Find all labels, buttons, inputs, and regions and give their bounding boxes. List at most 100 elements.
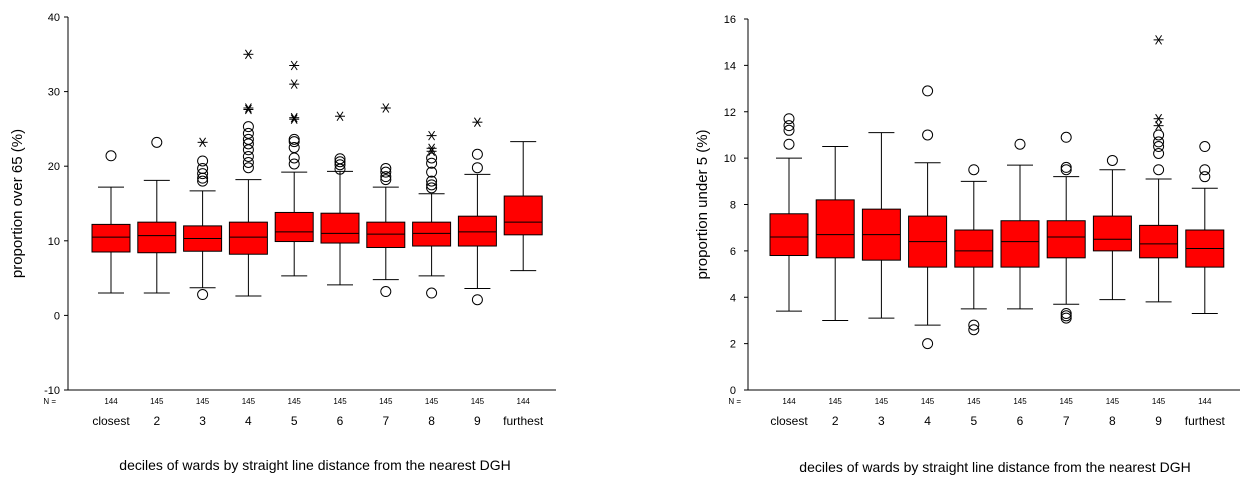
- box-closest: [91, 150, 131, 294]
- chart-panel-1: -10 0 10 20 30 40 proportion over 65 (%) N = 144…: [9, 12, 556, 473]
- extreme-stroke: [428, 130, 436, 141]
- outlier-point: [471, 294, 483, 306]
- n-label: N =: [728, 397, 741, 406]
- n-count: 145: [967, 397, 981, 406]
- extreme-point: [426, 143, 437, 154]
- x-tick-label: furthest: [1185, 414, 1226, 428]
- outlier-point: [426, 152, 438, 164]
- x-axis-label: deciles of wards by straight line distan…: [119, 457, 510, 473]
- outlier-point: [197, 168, 209, 180]
- extreme-point: [1153, 35, 1164, 45]
- box-iqr: [366, 221, 406, 249]
- extreme-point: [1153, 113, 1164, 124]
- box-iqr: [954, 229, 994, 268]
- outlier-point: [1199, 171, 1211, 183]
- outlier-point: [197, 162, 209, 174]
- x-tick-label: 3: [878, 414, 885, 428]
- box-iqr: [320, 212, 360, 244]
- outlier-point: [197, 155, 209, 167]
- y-tick-label: 8: [730, 200, 736, 212]
- n-count: 145: [1152, 397, 1166, 406]
- y-tick-label: 20: [48, 161, 60, 173]
- x-tick-label: furthest: [503, 414, 544, 428]
- chart-panel-2: 0 2 4 6 8 10 12 14 16 proportion under 5 (%) N = 14…: [694, 14, 1240, 475]
- y-tick-label: 16: [724, 14, 736, 26]
- box-iqr: [457, 215, 497, 247]
- box-2: [137, 136, 177, 294]
- extreme-point: [197, 137, 208, 148]
- outlier-point: [1153, 147, 1165, 159]
- box-iqr: [1139, 224, 1179, 259]
- y-axis-label: proportion over 65 (%): [9, 129, 26, 278]
- extreme-stroke: [290, 79, 298, 89]
- x-tick-label: 7: [382, 414, 389, 428]
- x-tick-label: 3: [199, 414, 206, 428]
- outlier-point: [1060, 131, 1072, 143]
- box-iqr: [91, 223, 131, 253]
- extreme-point: [380, 103, 391, 113]
- outlier-point: [471, 148, 483, 160]
- x-tick-label: 4: [245, 414, 252, 428]
- outlier-point: [471, 162, 483, 174]
- outlier-point: [288, 136, 300, 148]
- n-count: 145: [875, 397, 889, 406]
- x-tick-label: 2: [832, 414, 839, 428]
- outlier-point: [197, 175, 209, 187]
- n-count: 145: [242, 397, 256, 406]
- extreme-stroke: [1155, 35, 1163, 45]
- outlier-point: [1060, 161, 1072, 173]
- extreme-point: [243, 104, 254, 115]
- x-tick-label: 4: [924, 414, 931, 428]
- outlier-point: [288, 133, 300, 145]
- x-tick-label: 5: [970, 414, 977, 428]
- outlier-point: [105, 150, 117, 162]
- extreme-point: [289, 79, 300, 89]
- box-furthest: [503, 141, 543, 272]
- x-tick-label: 9: [1155, 414, 1162, 428]
- x-tick-label: 6: [337, 414, 344, 428]
- n-label: N =: [43, 397, 56, 406]
- outlier-point: [1060, 310, 1072, 322]
- box-2: [815, 146, 855, 321]
- y-tick-label: -10: [44, 385, 60, 397]
- box-8: [1092, 154, 1132, 301]
- outlier-point: [1060, 307, 1072, 319]
- outlier-point: [783, 138, 795, 150]
- outlier-point: [783, 124, 795, 136]
- extreme-stroke: [336, 111, 344, 121]
- outlier-point: [426, 175, 438, 187]
- box-7: [366, 103, 406, 298]
- x-tick-label: closest: [92, 414, 130, 428]
- extreme-stroke: [244, 103, 252, 113]
- outlier-point: [922, 129, 934, 141]
- extreme-point: [1153, 120, 1164, 131]
- outlier-point: [288, 142, 300, 154]
- box-iqr: [137, 221, 177, 254]
- outlier-point: [426, 287, 438, 299]
- y-tick-label: 4: [730, 292, 736, 304]
- box-iqr: [228, 221, 268, 255]
- box-iqr: [769, 213, 809, 257]
- outlier-point: [334, 153, 346, 165]
- outlier-point: [334, 159, 346, 171]
- outlier-point: [1153, 164, 1165, 176]
- n-count: 145: [425, 397, 439, 406]
- x-tick-label: closest: [770, 414, 808, 428]
- box-9: [457, 117, 497, 306]
- box-iqr: [1092, 215, 1132, 252]
- y-tick-label: 0: [54, 310, 60, 322]
- extreme-stroke: [244, 104, 252, 115]
- box-4: [908, 85, 948, 350]
- y-tick-label: 10: [48, 236, 60, 248]
- y-tick-label: 0: [730, 385, 736, 397]
- outlier-point: [922, 85, 934, 97]
- outlier-point: [1199, 141, 1211, 153]
- outlier-point: [242, 133, 254, 145]
- outlier-point: [242, 127, 254, 139]
- extreme-stroke: [199, 137, 207, 148]
- outlier-point: [783, 113, 795, 125]
- outlier-point: [380, 166, 392, 178]
- extreme-point: [289, 60, 300, 71]
- outlier-point: [151, 136, 163, 148]
- box-8: [412, 130, 452, 299]
